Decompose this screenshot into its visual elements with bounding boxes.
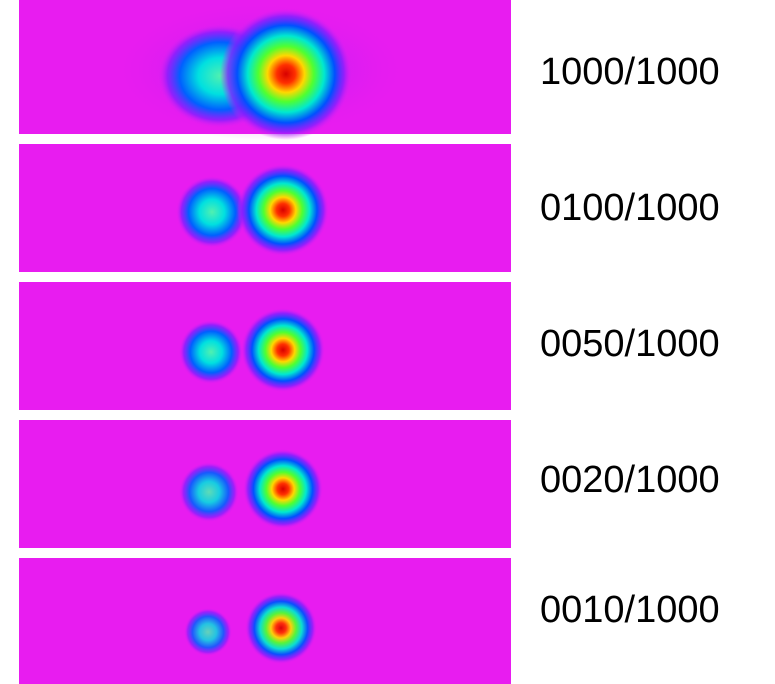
figure: 1000/1000 0100/1000 0050/1000 0020/1000 … — [0, 0, 775, 684]
right-spot — [243, 449, 323, 529]
panel: 0010/1000 — [19, 558, 720, 684]
page: 1000/1000 0100/1000 0050/1000 0020/1000 … — [0, 0, 775, 684]
panel-label: 0100/1000 — [540, 187, 720, 229]
panel: 0100/1000 — [19, 144, 720, 272]
panel-label: 1000/1000 — [540, 51, 720, 93]
panel-label: 0010/1000 — [540, 589, 720, 631]
right-spot — [220, 8, 352, 140]
left-spot — [179, 320, 243, 384]
panel: 1000/1000 — [19, 0, 720, 140]
panel-label: 0050/1000 — [540, 323, 720, 365]
right-spot — [237, 164, 329, 256]
right-spot — [245, 592, 317, 664]
panel: 0050/1000 — [19, 282, 720, 410]
left-spot — [179, 462, 239, 522]
panel-label: 0020/1000 — [540, 459, 720, 501]
right-spot — [241, 308, 325, 392]
panel: 0020/1000 — [19, 420, 720, 548]
left-spot — [184, 608, 232, 656]
